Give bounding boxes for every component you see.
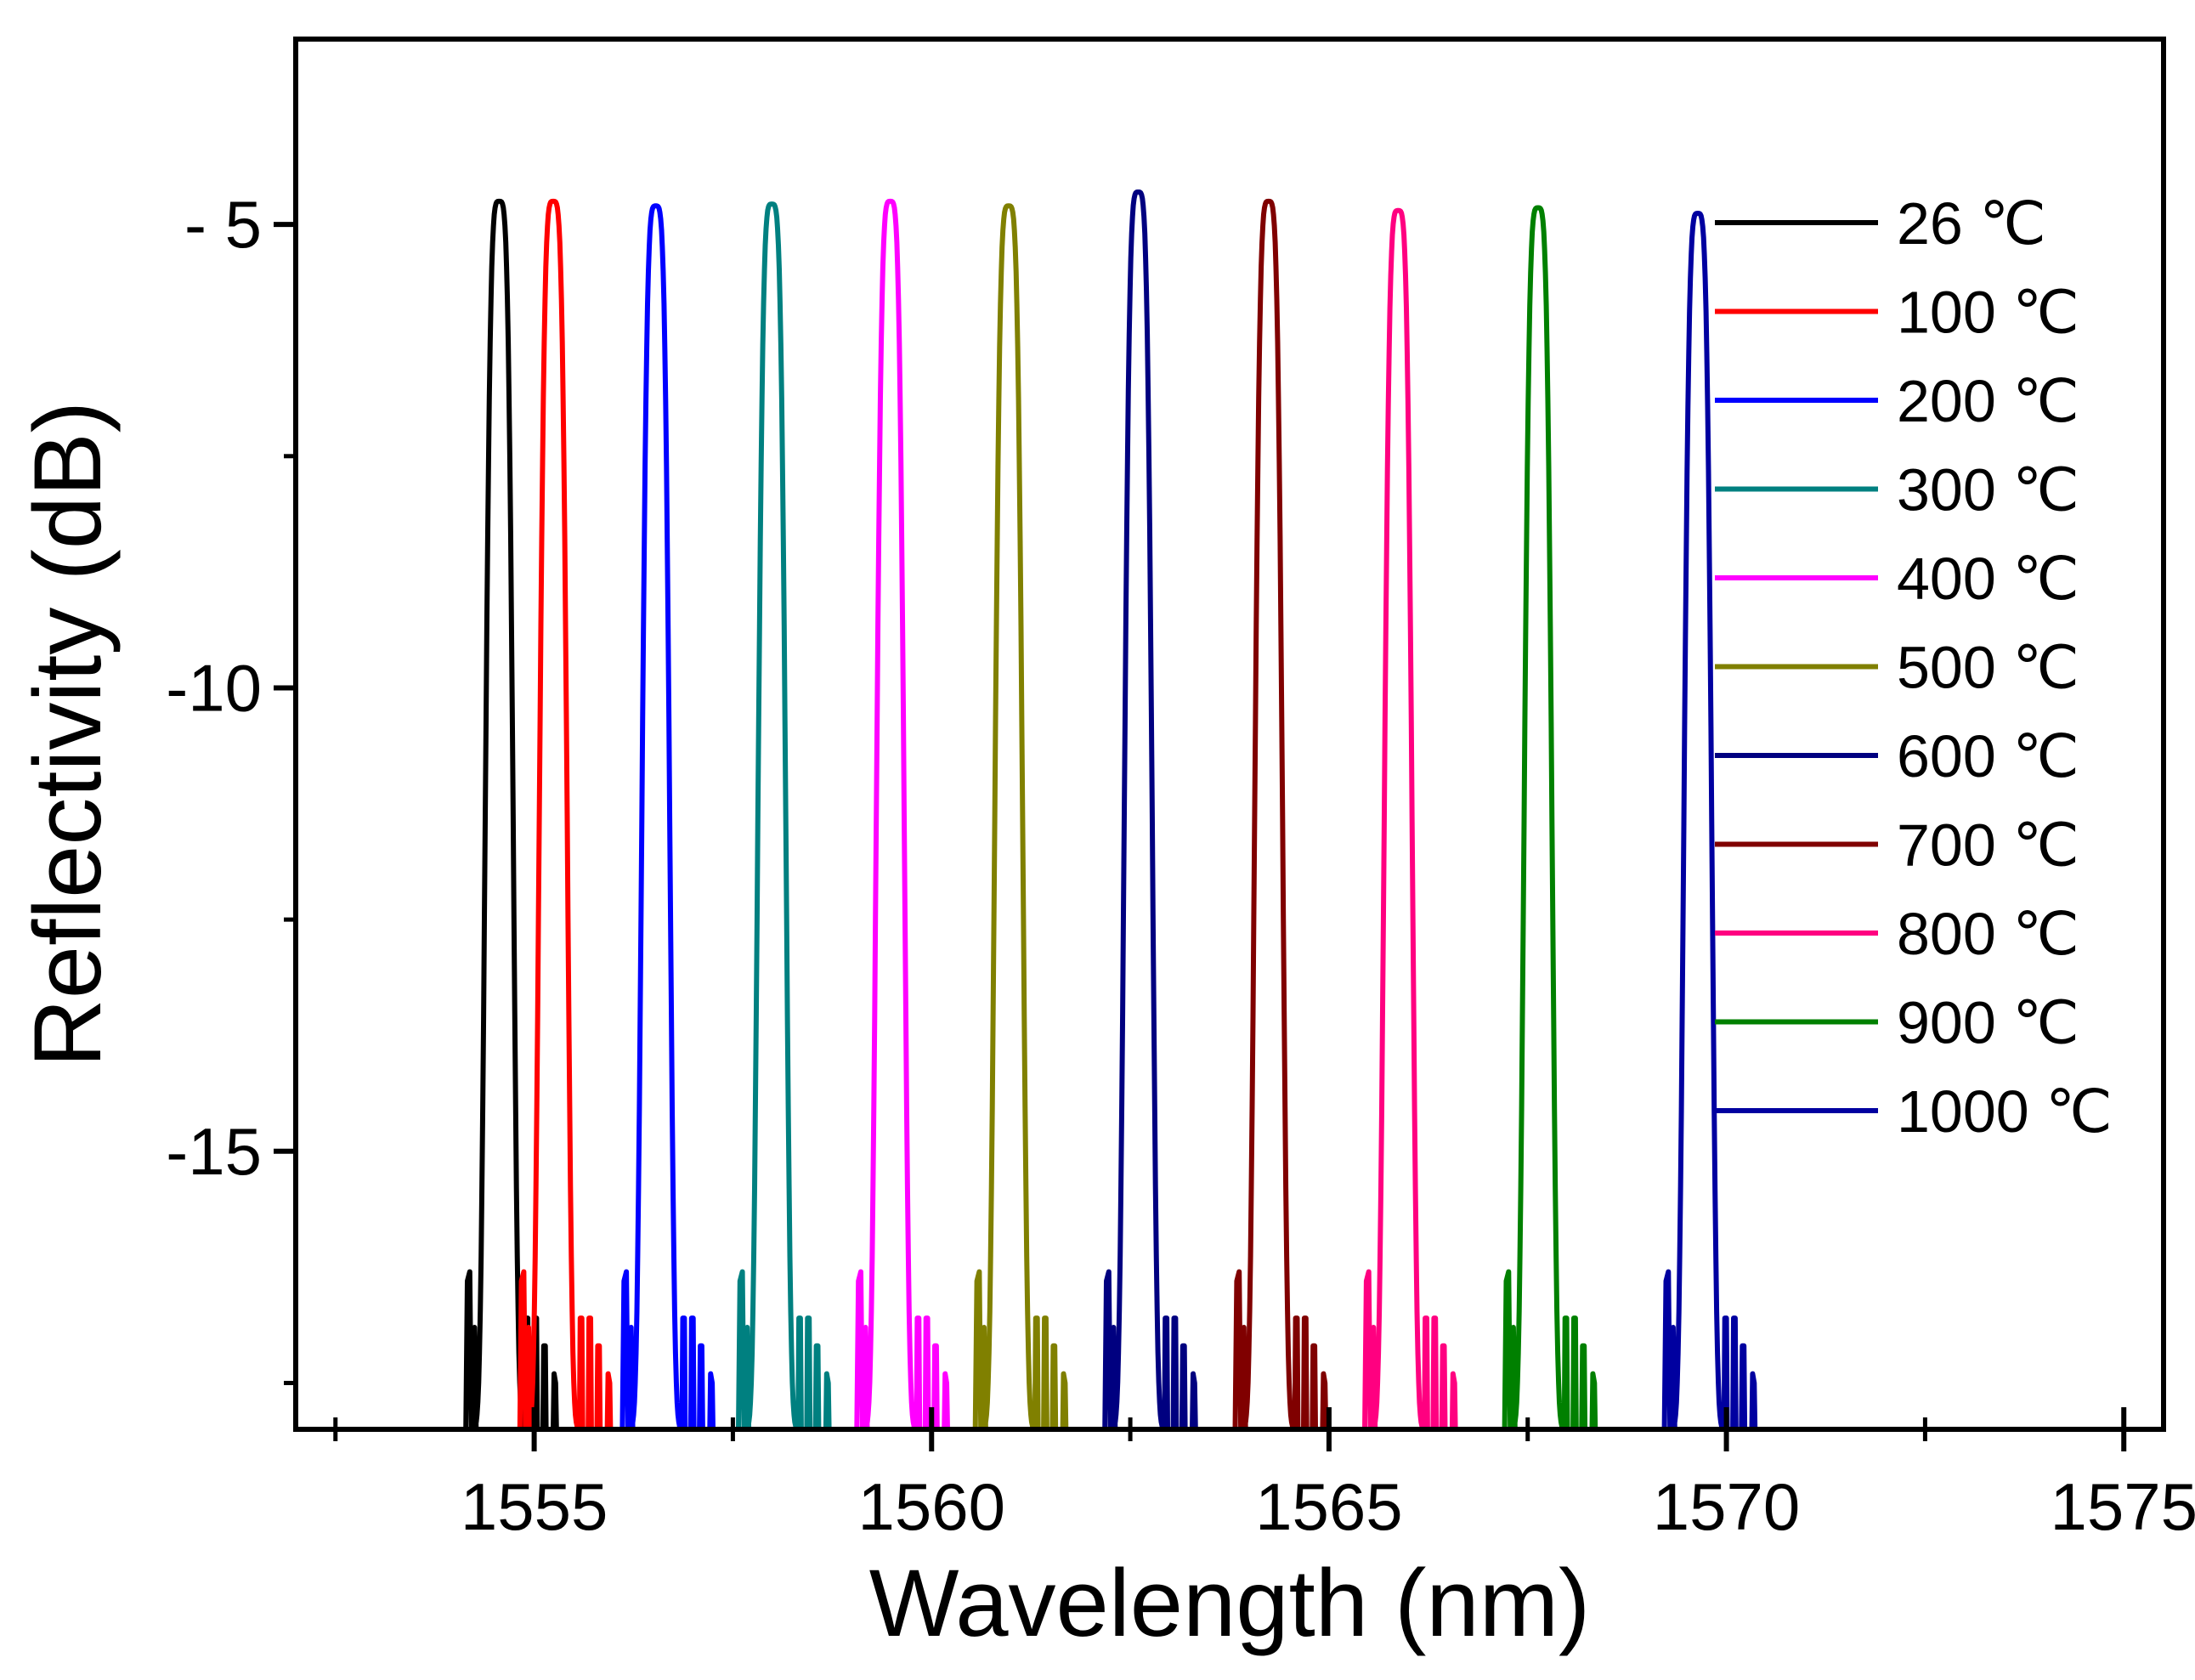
y-tick-label: - 5 bbox=[184, 187, 262, 262]
legend-label-9: 800 ℃ bbox=[1897, 901, 2079, 967]
plot-frame bbox=[293, 37, 2166, 1432]
legend-label-11: 1000 ℃ bbox=[1897, 1078, 2113, 1145]
x-tick-label: 1570 bbox=[1653, 1469, 1801, 1544]
series-line-3 bbox=[619, 203, 716, 1432]
y-tick-label: -10 bbox=[166, 650, 262, 725]
x-axis-title: Wavelength (nm) bbox=[869, 1550, 1591, 1656]
x-tick-label: 1565 bbox=[1255, 1469, 1403, 1544]
x-tick-label: 1560 bbox=[857, 1469, 1005, 1544]
legend-label-3: 200 ℃ bbox=[1897, 368, 2079, 434]
series-line-9 bbox=[1362, 207, 1458, 1432]
legend-label-2: 100 ℃ bbox=[1897, 280, 2079, 346]
x-tick-label: 1575 bbox=[2050, 1469, 2195, 1544]
series-layer bbox=[463, 189, 1758, 1432]
y-tick-label: -15 bbox=[166, 1114, 262, 1189]
legend-label-4: 300 ℃ bbox=[1897, 457, 2079, 523]
series-line-2 bbox=[517, 198, 614, 1432]
y-axis-title: Reflectivity (dB) bbox=[14, 401, 121, 1067]
legend-label-10: 900 ℃ bbox=[1897, 990, 2079, 1056]
series-line-10 bbox=[1502, 205, 1598, 1432]
legend-label-6: 500 ℃ bbox=[1897, 635, 2079, 701]
legend: 26 ℃ 100 ℃ 200 ℃ 300 ℃ 400 ℃ 500 ℃ 600 ℃ 700 ℃ 8… bbox=[1715, 190, 2113, 1145]
legend-label-1: 26 ℃ bbox=[1897, 190, 2046, 257]
series-line-8 bbox=[1232, 198, 1329, 1432]
series-line-6 bbox=[972, 203, 1069, 1432]
series-line-11 bbox=[1661, 211, 1758, 1432]
axis-layer: 1555 1560 1565 1570 1575 -15 -10 - 5 bbox=[166, 187, 2195, 1544]
series-line-5 bbox=[854, 198, 950, 1432]
series-line-4 bbox=[736, 201, 832, 1432]
legend-label-5: 400 ℃ bbox=[1897, 546, 2079, 612]
series-line-7 bbox=[1102, 189, 1198, 1432]
legend-label-8: 700 ℃ bbox=[1897, 812, 2079, 879]
legend-label-7: 600 ℃ bbox=[1897, 723, 2079, 789]
x-tick-label: 1555 bbox=[461, 1469, 608, 1544]
